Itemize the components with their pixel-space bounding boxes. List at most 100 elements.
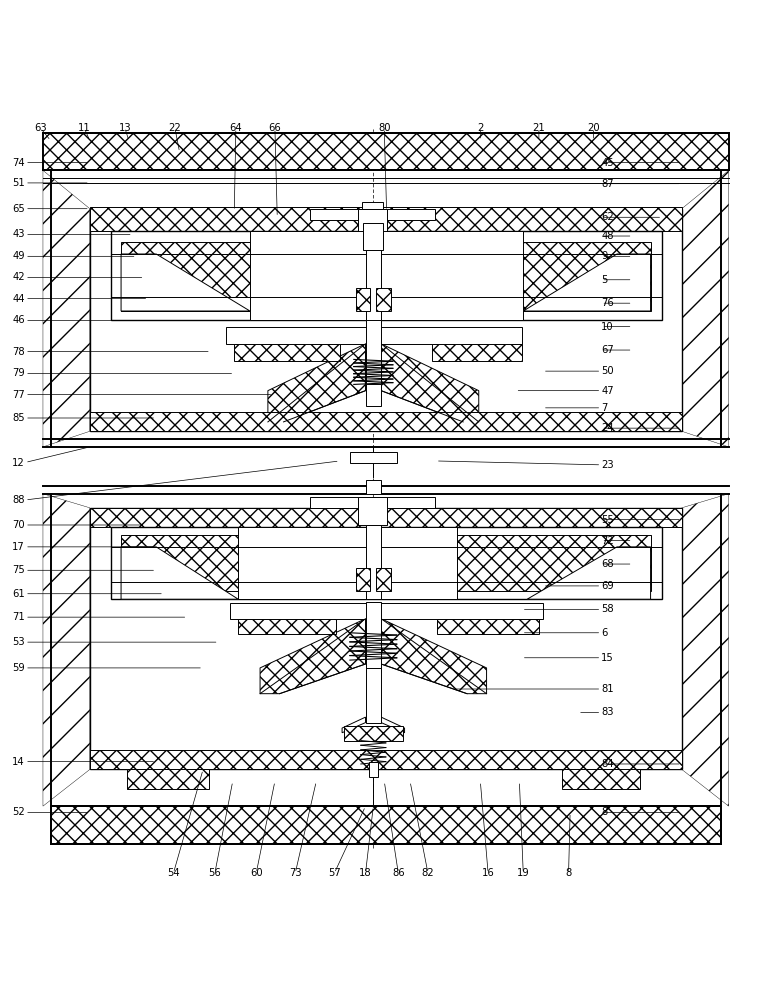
Polygon shape [381, 344, 479, 422]
Text: 49: 49 [12, 251, 25, 261]
Text: 20: 20 [587, 123, 600, 133]
Text: 16: 16 [482, 868, 494, 878]
Text: 62: 62 [601, 212, 614, 222]
Polygon shape [381, 619, 487, 694]
Text: 45: 45 [601, 158, 614, 168]
Text: 60: 60 [250, 868, 262, 878]
Bar [366, 480, 381, 494]
Bar [366, 250, 381, 320]
Bar [376, 288, 390, 311]
Text: 65: 65 [12, 204, 25, 214]
Bar [111, 231, 662, 320]
Text: 12: 12 [12, 458, 25, 468]
Text: 70: 70 [12, 520, 25, 530]
Bar [310, 209, 435, 220]
Text: 64: 64 [230, 123, 242, 133]
Bar [356, 288, 370, 311]
Polygon shape [43, 494, 90, 806]
Polygon shape [43, 170, 90, 447]
Text: 44: 44 [12, 294, 25, 304]
Bar [90, 508, 682, 527]
Bar [366, 525, 381, 599]
Text: 84: 84 [601, 759, 614, 769]
Text: 68: 68 [601, 559, 614, 569]
Text: 81: 81 [601, 684, 614, 694]
Text: 9: 9 [601, 251, 608, 261]
Text: 42: 42 [12, 272, 25, 282]
Text: 88: 88 [12, 495, 25, 505]
Polygon shape [682, 494, 729, 806]
Bar [449, 242, 651, 311]
Text: 18: 18 [359, 868, 372, 878]
Bar [234, 344, 340, 361]
Bar [121, 242, 250, 311]
Text: 23: 23 [601, 460, 614, 470]
Bar [366, 384, 381, 406]
Polygon shape [527, 547, 651, 599]
Text: 50: 50 [601, 366, 614, 376]
Bar [121, 535, 238, 591]
Bar [90, 412, 682, 431]
Text: 73: 73 [289, 868, 301, 878]
Text: 63: 63 [34, 123, 47, 133]
Text: 76: 76 [601, 298, 614, 308]
Text: 22: 22 [169, 123, 181, 133]
Bar [344, 726, 403, 741]
Text: 10: 10 [601, 322, 614, 332]
Bar [127, 769, 209, 789]
Text: 19: 19 [517, 868, 530, 878]
Bar [90, 209, 682, 431]
Bar [366, 668, 381, 723]
Bar [90, 207, 682, 231]
Text: 13: 13 [119, 123, 131, 133]
Text: 24: 24 [601, 423, 614, 433]
Text: 2: 2 [477, 123, 483, 133]
Text: 46: 46 [12, 315, 25, 325]
Text: 69: 69 [601, 581, 614, 591]
Bar [90, 750, 682, 769]
Text: 75: 75 [12, 565, 25, 575]
Text: 51: 51 [12, 178, 25, 188]
Bar [432, 344, 522, 361]
Polygon shape [260, 619, 366, 694]
Text: 14: 14 [12, 757, 25, 767]
Bar [51, 806, 721, 844]
Text: 17: 17 [12, 542, 25, 552]
Text: 78: 78 [12, 347, 25, 357]
Bar [363, 223, 383, 250]
Bar [366, 319, 381, 391]
Text: 72: 72 [601, 536, 614, 546]
Text: 77: 77 [12, 390, 25, 400]
Bar [226, 327, 522, 344]
Text: 71: 71 [12, 612, 25, 622]
Text: 43: 43 [12, 229, 25, 239]
Bar [310, 497, 435, 508]
Bar [43, 133, 729, 170]
Text: 6: 6 [601, 628, 608, 638]
Text: 61: 61 [12, 589, 25, 599]
Text: 79: 79 [12, 368, 25, 378]
Bar [362, 202, 383, 209]
Bar [238, 527, 457, 599]
Text: 74: 74 [12, 158, 25, 168]
Text: 5: 5 [601, 275, 608, 285]
Bar [369, 762, 378, 777]
Text: 52: 52 [12, 807, 25, 817]
Text: 67: 67 [601, 345, 614, 355]
Bar [437, 619, 539, 634]
Text: 54: 54 [167, 868, 180, 878]
Text: 86: 86 [392, 868, 405, 878]
Bar [121, 297, 250, 311]
Bar [457, 535, 651, 591]
Text: 21: 21 [533, 123, 545, 133]
Bar [250, 231, 523, 320]
Bar [358, 497, 387, 525]
Polygon shape [121, 547, 238, 599]
Text: 80: 80 [378, 123, 390, 133]
Bar [111, 527, 662, 599]
Text: 58: 58 [601, 604, 614, 614]
Text: 53: 53 [12, 637, 25, 647]
Text: 47: 47 [601, 386, 614, 396]
Bar [350, 452, 397, 463]
Text: 55: 55 [601, 515, 614, 525]
